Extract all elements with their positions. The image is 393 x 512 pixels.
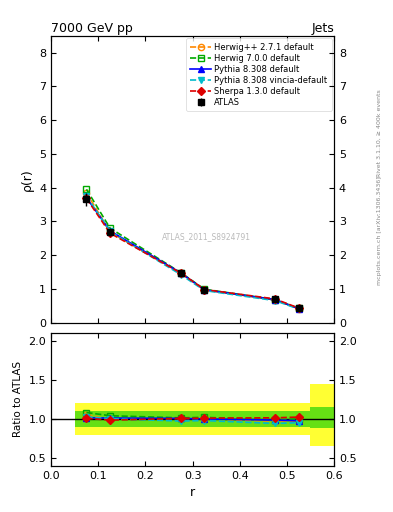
Herwig++ 2.7.1 default <box>178 270 183 276</box>
Y-axis label: ρ(r): ρ(r) <box>20 168 33 190</box>
Sherpa 1.3.0 default <box>273 296 277 302</box>
Y-axis label: Ratio to ATLAS: Ratio to ATLAS <box>13 361 23 437</box>
Pythia 8.308 default <box>178 270 183 276</box>
Sherpa 1.3.0 default <box>108 230 112 236</box>
Herwig 7.0.0 default <box>202 286 207 292</box>
Sherpa 1.3.0 default <box>296 305 301 311</box>
Pythia 8.308 default <box>273 296 277 303</box>
Pythia 8.308 vincia-default <box>273 297 277 304</box>
X-axis label: r: r <box>190 486 195 499</box>
Pythia 8.308 default <box>296 306 301 312</box>
Herwig 7.0.0 default <box>178 269 183 275</box>
Herwig++ 2.7.1 default <box>296 306 301 312</box>
Line: Pythia 8.308 vincia-default: Pythia 8.308 vincia-default <box>83 193 302 312</box>
Pythia 8.308 vincia-default <box>202 287 207 293</box>
Herwig 7.0.0 default <box>108 225 112 231</box>
Pythia 8.308 default <box>108 228 112 234</box>
Line: Herwig 7.0.0 default: Herwig 7.0.0 default <box>83 186 302 311</box>
Sherpa 1.3.0 default <box>178 270 183 276</box>
Text: ATLAS_2011_S8924791: ATLAS_2011_S8924791 <box>162 232 251 241</box>
Line: Sherpa 1.3.0 default: Sherpa 1.3.0 default <box>83 195 302 311</box>
Herwig 7.0.0 default <box>296 305 301 311</box>
Text: Jets: Jets <box>311 22 334 35</box>
Line: Pythia 8.308 default: Pythia 8.308 default <box>83 195 302 312</box>
Text: mcplots.cern.ch [arXiv:1306.3436]: mcplots.cern.ch [arXiv:1306.3436] <box>377 176 382 285</box>
Text: Rivet 3.1.10, ≥ 400k events: Rivet 3.1.10, ≥ 400k events <box>377 89 382 177</box>
Pythia 8.308 default <box>84 195 89 201</box>
Herwig++ 2.7.1 default <box>202 287 207 293</box>
Pythia 8.308 vincia-default <box>108 228 112 234</box>
Pythia 8.308 vincia-default <box>296 306 301 312</box>
Pythia 8.308 default <box>202 287 207 293</box>
Herwig++ 2.7.1 default <box>273 297 277 303</box>
Sherpa 1.3.0 default <box>202 286 207 292</box>
Legend: Herwig++ 2.7.1 default, Herwig 7.0.0 default, Pythia 8.308 default, Pythia 8.308: Herwig++ 2.7.1 default, Herwig 7.0.0 def… <box>186 38 332 111</box>
Herwig 7.0.0 default <box>273 296 277 303</box>
Sherpa 1.3.0 default <box>84 196 89 202</box>
Line: Herwig++ 2.7.1 default: Herwig++ 2.7.1 default <box>83 189 302 312</box>
Pythia 8.308 vincia-default <box>84 193 89 199</box>
Herwig 7.0.0 default <box>84 186 89 193</box>
Pythia 8.308 vincia-default <box>178 271 183 278</box>
Text: 7000 GeV pp: 7000 GeV pp <box>51 22 133 35</box>
Herwig++ 2.7.1 default <box>108 229 112 235</box>
Herwig++ 2.7.1 default <box>84 189 89 196</box>
